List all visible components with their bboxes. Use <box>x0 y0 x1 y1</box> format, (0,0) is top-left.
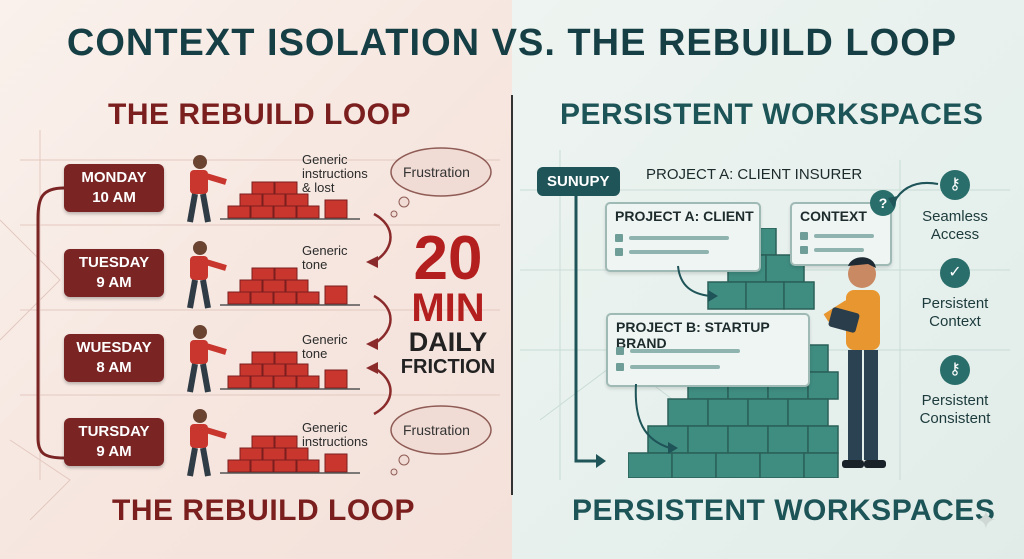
key-icon: ⚷ <box>940 170 970 200</box>
card-title: PROJECT B: STARTUP BRAND <box>616 319 770 351</box>
feature-persistent-consistent: Persistent Consistent <box>919 392 991 427</box>
main-title: CONTEXT ISOLATION VS. THE REBUILD LOOP <box>66 22 958 64</box>
card-connector-arrow <box>677 265 718 302</box>
card-title: PROJECT A: CLIENT <box>615 208 754 224</box>
frustration-label-top: Frustration <box>403 164 470 180</box>
right-footer-title: PERSISTENT WORKSPACES <box>572 494 996 527</box>
person-illustration <box>823 257 886 468</box>
time-label: 10 AM <box>92 189 136 206</box>
feature-arrow <box>888 182 939 208</box>
left-section-title: THE REBUILD LOOP <box>108 98 412 131</box>
friction-line2: FRICTION <box>400 356 496 378</box>
time-label: 8 AM <box>96 359 132 376</box>
flow-arrows <box>366 212 392 416</box>
day-box-monday: MONDAY 10 AM <box>64 164 164 212</box>
card-project-b: PROJECT B: STARTUP BRAND <box>606 313 810 387</box>
note-monday: Generic instructions & lost <box>302 152 368 195</box>
card-project-a: PROJECT A: CLIENT <box>605 202 761 272</box>
friction-metric: 20 MIN DAILY FRICTION <box>398 224 498 379</box>
check-icon: ✓ <box>940 258 970 288</box>
day-label: TUESDAY <box>78 254 150 271</box>
workspace-header: PROJECT A: CLIENT INSURER <box>646 166 863 183</box>
day-box-thursday: TURSDAY 9 AM <box>64 418 164 466</box>
time-label: 9 AM <box>96 274 132 291</box>
frustration-cloud-bottom <box>390 405 492 476</box>
center-divider <box>511 95 513 495</box>
card-b-connector-arrow <box>634 383 678 454</box>
sparkle-icon: ✦ <box>975 505 997 535</box>
workspace-flow-arrow <box>574 195 606 468</box>
day-label: TURSDAY <box>78 423 150 440</box>
day-box-wednesday: WUESDAY 8 AM <box>64 334 164 382</box>
left-footer-title: THE REBUILD LOOP <box>112 494 416 527</box>
feature-seamless-access: Seamless Access <box>922 208 988 243</box>
key-icon: ⚷ <box>940 355 970 385</box>
day-label: WUESDAY <box>76 339 152 356</box>
time-label: 9 AM <box>96 443 132 460</box>
day-label: MONDAY <box>81 169 147 186</box>
friction-number: 20 <box>413 224 483 293</box>
note-wednesday: Generic tone <box>302 332 348 361</box>
workspace-tag: SUNUPY <box>537 167 620 196</box>
right-section-title: PERSISTENT WORKSPACES <box>560 98 984 131</box>
note-tuesday: Generic tone <box>302 243 348 272</box>
card-title: CONTEXT <box>800 208 867 224</box>
note-thursday: Generic instructions <box>302 420 368 449</box>
frustration-cloud-top <box>390 147 492 218</box>
frustration-label-bottom: Frustration <box>403 422 470 438</box>
day-box-tuesday: TUESDAY 9 AM <box>64 249 164 297</box>
friction-line1: DAILY <box>408 327 488 357</box>
feature-persistent-context: Persistent Context <box>921 295 989 330</box>
friction-unit: MIN <box>411 286 485 330</box>
